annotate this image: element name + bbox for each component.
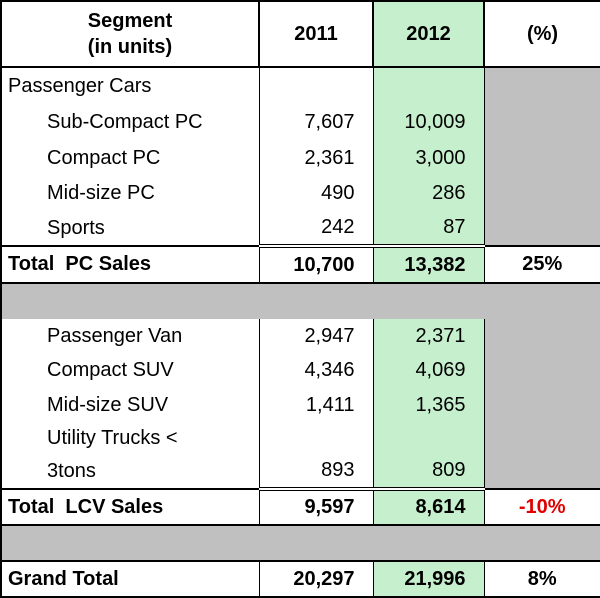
value-cell bbox=[258, 423, 374, 454]
table-body: Passenger Cars Sub-Compact PC 7,607 10,009 C… bbox=[0, 67, 600, 598]
table-row: Passenger Cars bbox=[0, 67, 600, 104]
header-text: Segment bbox=[87, 10, 173, 32]
table-row: Mid-size SUV 1,411 1,365 bbox=[0, 388, 600, 423]
label-cell: 3tons bbox=[0, 454, 260, 489]
table-row: Total PC Sales 10,700 13,382 25% bbox=[0, 245, 600, 284]
table-row: Utility Trucks < bbox=[0, 423, 600, 454]
value-cell: 242 bbox=[258, 211, 374, 248]
pct-cell bbox=[483, 176, 600, 211]
label-cell: Compact SUV bbox=[0, 353, 260, 388]
pct-cell: 25% bbox=[483, 245, 600, 284]
value-cell bbox=[372, 67, 485, 104]
value-cell: 3,000 bbox=[372, 141, 485, 176]
label-cell: Passenger Van bbox=[0, 319, 260, 353]
table-row: Sub-Compact PC 7,607 10,009 bbox=[0, 104, 600, 141]
separator-cell bbox=[259, 525, 373, 561]
value-cell: 4,346 bbox=[258, 353, 374, 388]
value-cell: 809 bbox=[372, 454, 485, 491]
pct-cell bbox=[483, 319, 600, 353]
pct-cell bbox=[483, 388, 600, 423]
separator-cell bbox=[1, 525, 259, 561]
value-cell: 87 bbox=[372, 211, 485, 248]
value-cell: 21,996 bbox=[372, 560, 485, 598]
header-cell: 2011 bbox=[258, 0, 374, 68]
value-cell: 1,411 bbox=[258, 388, 374, 423]
value-cell: 2,947 bbox=[258, 319, 374, 353]
pct-cell: 8% bbox=[483, 560, 600, 598]
separator-cell bbox=[373, 525, 484, 561]
value-cell: 490 bbox=[258, 176, 374, 211]
separator-cell bbox=[1, 283, 259, 319]
table-row: Total LCV Sales 9,597 8,614 -10% bbox=[0, 488, 600, 526]
value-cell: 10,700 bbox=[258, 245, 374, 284]
value-cell: 893 bbox=[258, 454, 374, 491]
header-cell: 2012 bbox=[372, 0, 485, 68]
pct-cell: -10% bbox=[483, 488, 600, 526]
value-cell: 286 bbox=[372, 176, 485, 211]
header-text: (in units) bbox=[87, 36, 173, 58]
value-cell: 13,382 bbox=[372, 245, 485, 284]
table-row: Mid-size PC 490 286 bbox=[0, 176, 600, 211]
header-cell: Segment (in units) bbox=[0, 0, 260, 68]
label-cell: Mid-size SUV bbox=[0, 388, 260, 423]
separator-cell bbox=[259, 283, 373, 319]
label-cell: Sub-Compact PC bbox=[0, 104, 260, 141]
value-cell: 10,009 bbox=[372, 104, 485, 141]
pct-cell bbox=[483, 454, 600, 489]
value-cell: 7,607 bbox=[258, 104, 374, 141]
label-cell: Utility Trucks < bbox=[0, 423, 260, 454]
pct-cell bbox=[483, 353, 600, 388]
table-row: Sports 242 87 bbox=[0, 211, 600, 248]
label-cell: Total PC Sales bbox=[0, 245, 260, 284]
value-cell: 20,297 bbox=[258, 560, 374, 598]
value-cell: 8,614 bbox=[372, 488, 485, 526]
value-cell: 2,371 bbox=[372, 319, 485, 353]
value-cell: 1,365 bbox=[372, 388, 485, 423]
label-cell: Passenger Cars bbox=[0, 67, 260, 104]
separator-row bbox=[1, 283, 600, 319]
header-cell: (%) bbox=[483, 0, 600, 68]
label-cell: Mid-size PC bbox=[0, 176, 260, 211]
pct-cell bbox=[483, 141, 600, 176]
label-cell: Sports bbox=[0, 211, 260, 246]
value-cell bbox=[258, 67, 374, 104]
separator-cell bbox=[484, 283, 600, 319]
label-cell: Total LCV Sales bbox=[0, 488, 260, 526]
pct-cell bbox=[483, 104, 600, 141]
value-cell: 9,597 bbox=[258, 488, 374, 526]
pct-cell bbox=[483, 211, 600, 246]
label-cell: Grand Total bbox=[0, 560, 260, 598]
table-row: Passenger Van 2,947 2,371 bbox=[0, 319, 600, 353]
header-row: Segment (in units) 2011 2012 (%) bbox=[0, 0, 600, 68]
pct-cell bbox=[483, 423, 600, 454]
table-row: 3tons 893 809 bbox=[0, 454, 600, 491]
table-row: Compact SUV 4,346 4,069 bbox=[0, 353, 600, 388]
separator-cell bbox=[484, 525, 600, 561]
pct-cell bbox=[483, 67, 600, 104]
label-cell: Compact PC bbox=[0, 141, 260, 176]
table-row: Grand Total 20,297 21,996 8% bbox=[0, 560, 600, 598]
value-cell: 2,361 bbox=[258, 141, 374, 176]
value-cell bbox=[372, 423, 485, 454]
separator-row bbox=[1, 525, 600, 561]
table-row: Compact PC 2,361 3,000 bbox=[0, 141, 600, 176]
separator-cell bbox=[373, 283, 484, 319]
value-cell: 4,069 bbox=[372, 353, 485, 388]
